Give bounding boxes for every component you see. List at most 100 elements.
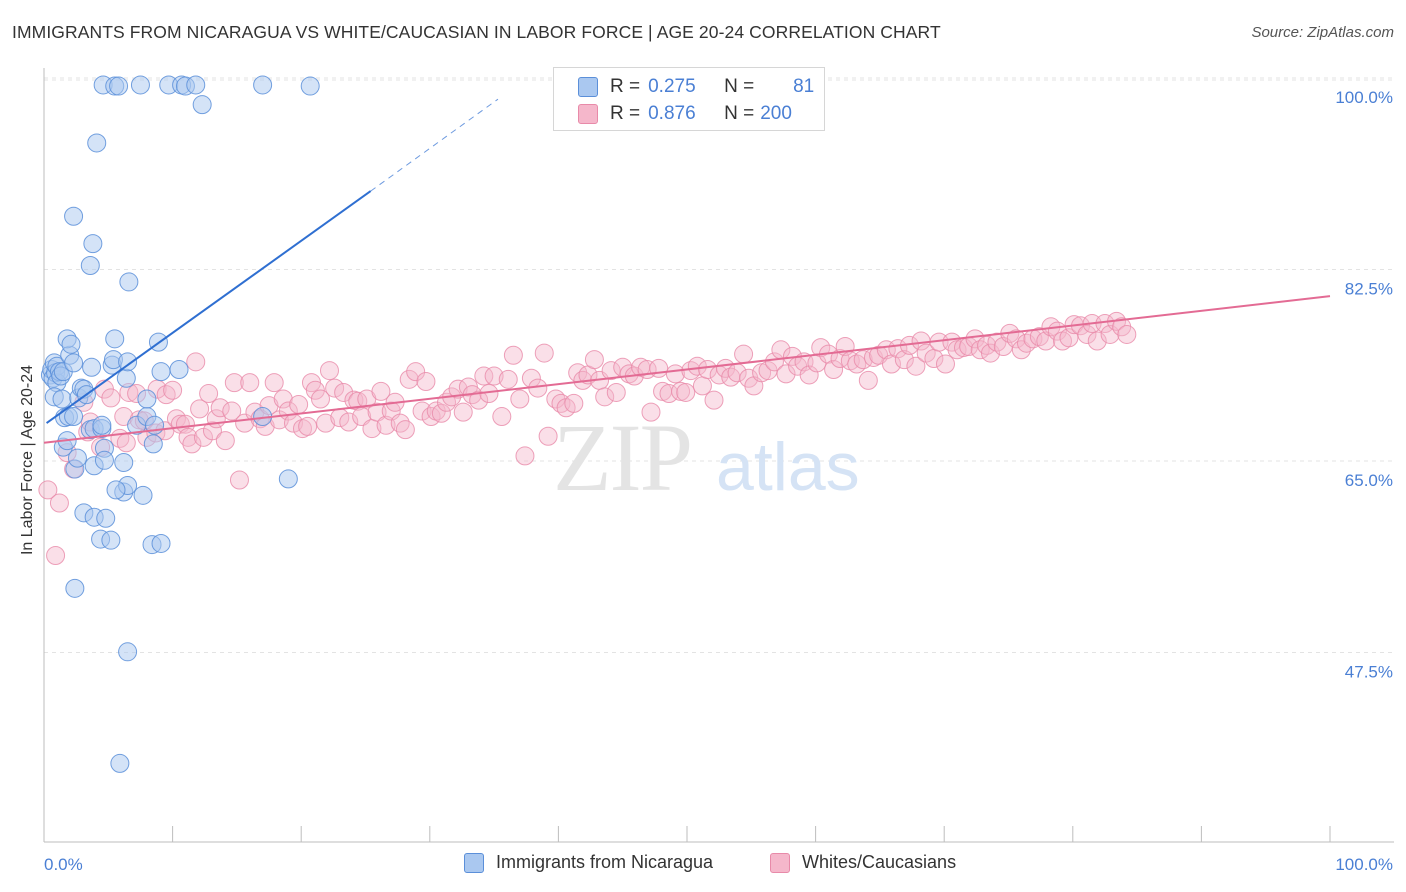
nicaragua-point bbox=[87, 133, 107, 153]
whites-point bbox=[334, 382, 354, 402]
whites-point bbox=[534, 343, 554, 363]
whites-point bbox=[416, 372, 436, 392]
whites-point bbox=[492, 407, 512, 427]
legend-label-nicaragua: Immigrants from Nicaragua bbox=[496, 852, 714, 872]
whites-point bbox=[515, 446, 535, 466]
whites-point bbox=[1011, 340, 1031, 360]
nicaragua-point bbox=[110, 753, 130, 773]
nicaragua-swatch bbox=[578, 77, 598, 97]
whites-point bbox=[371, 381, 391, 401]
whites-point bbox=[101, 388, 121, 408]
n-label: N = bbox=[724, 76, 755, 97]
whites-point bbox=[182, 434, 202, 454]
whites-point bbox=[190, 399, 210, 419]
whites-point bbox=[858, 370, 878, 390]
whites-point bbox=[776, 364, 796, 384]
nicaragua-point bbox=[278, 469, 298, 489]
whites-point bbox=[116, 433, 136, 453]
nicaragua-trend-extension bbox=[370, 98, 499, 192]
whites-point bbox=[894, 350, 914, 370]
whites-point bbox=[601, 361, 621, 381]
whites-point bbox=[395, 420, 415, 440]
whites-point bbox=[453, 402, 473, 422]
nicaragua-point bbox=[109, 76, 129, 96]
nicaragua-point bbox=[92, 415, 112, 435]
whites-point bbox=[1006, 329, 1026, 349]
whites-point bbox=[431, 403, 451, 423]
whites-point bbox=[339, 412, 359, 432]
stats-legend: R = 0.275 N = 81 R = 0.876 N = 200 bbox=[553, 67, 825, 131]
whites-point bbox=[665, 364, 685, 384]
whites-point bbox=[764, 352, 784, 372]
nicaragua-point bbox=[118, 642, 138, 662]
nicaragua-point bbox=[130, 75, 150, 95]
nicaragua-point bbox=[64, 407, 84, 427]
whites-point bbox=[606, 382, 626, 402]
stats-row-nicaragua: R = 0.275 N = 81 bbox=[578, 75, 814, 99]
nicaragua-point bbox=[114, 452, 134, 472]
nicaragua-point bbox=[186, 75, 206, 95]
stats-row-whites: R = 0.876 N = 200 bbox=[578, 102, 804, 126]
nicaragua-point bbox=[80, 256, 100, 276]
whites-point bbox=[734, 344, 754, 364]
whites-point bbox=[367, 402, 387, 422]
y-tick-labels: 100.0% 82.5% 65.0% 47.5% bbox=[1335, 88, 1393, 682]
axes bbox=[43, 68, 1394, 843]
whites-point bbox=[906, 356, 926, 376]
whites-point bbox=[704, 390, 724, 410]
whites-point bbox=[305, 380, 325, 400]
nicaragua-point bbox=[119, 272, 139, 292]
whites-point bbox=[406, 362, 426, 382]
nicaragua-point bbox=[65, 578, 85, 598]
whites-point bbox=[49, 493, 69, 513]
whites-point bbox=[595, 387, 615, 407]
r-value: 0.876 bbox=[648, 103, 696, 124]
whites-point bbox=[273, 389, 293, 409]
nicaragua-point bbox=[151, 362, 171, 382]
whites-point bbox=[319, 361, 339, 381]
whites-point bbox=[503, 345, 523, 365]
whites-point bbox=[649, 358, 669, 378]
whites-point bbox=[298, 416, 318, 436]
whites-point bbox=[240, 373, 260, 393]
whites-point bbox=[202, 421, 222, 441]
chart-title: IMMIGRANTS FROM NICARAGUA VS WHITE/CAUCA… bbox=[12, 22, 941, 42]
whites-point bbox=[484, 366, 504, 386]
x-tick-label: 0.0% bbox=[44, 855, 83, 874]
whites-point bbox=[564, 393, 584, 413]
whites-point bbox=[264, 373, 284, 393]
whites-point bbox=[399, 369, 419, 389]
nicaragua-point bbox=[300, 76, 320, 96]
whites-point bbox=[811, 338, 831, 358]
y-axis-label: In Labor Force | Age 20-24 bbox=[19, 364, 36, 556]
whites-point bbox=[186, 352, 206, 372]
whites-point bbox=[1117, 324, 1137, 344]
watermark-atlas: atlas bbox=[716, 429, 860, 505]
nicaragua-point bbox=[169, 359, 189, 379]
whites-point bbox=[474, 366, 494, 386]
whites-point bbox=[310, 389, 330, 409]
nicaragua-point bbox=[116, 368, 136, 388]
whites-point bbox=[222, 401, 242, 421]
nicaragua-point bbox=[192, 95, 212, 115]
whites-point bbox=[46, 546, 66, 566]
series-legend: Immigrants from Nicaragua Whites/Caucasi… bbox=[0, 852, 1406, 878]
trend-lines bbox=[43, 98, 1331, 444]
whites-point bbox=[376, 415, 396, 435]
whites-point bbox=[935, 354, 955, 374]
x-tick-labels: 0.0% 100.0% bbox=[44, 855, 1393, 874]
whites-point bbox=[199, 384, 219, 404]
x-tick-label: 100.0% bbox=[1335, 855, 1393, 874]
whites-point bbox=[965, 329, 985, 349]
n-label: N = bbox=[724, 103, 755, 124]
whites-point bbox=[799, 365, 819, 385]
y-tick-label: 82.5% bbox=[1345, 280, 1393, 299]
nicaragua-point bbox=[137, 389, 157, 409]
whites-point bbox=[824, 359, 844, 379]
y-tick-label: 65.0% bbox=[1345, 471, 1393, 490]
whites-point bbox=[692, 376, 712, 396]
y-tick-label: 100.0% bbox=[1335, 88, 1393, 107]
whites-point bbox=[38, 480, 58, 500]
whites-swatch bbox=[578, 104, 598, 124]
whites-point bbox=[210, 398, 230, 418]
